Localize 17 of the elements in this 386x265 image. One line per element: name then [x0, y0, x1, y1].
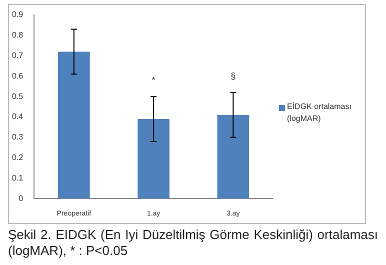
- legend-label: EİDGK ortalaması (logMAR): [287, 100, 352, 124]
- y-tick-label: 0.7: [12, 51, 24, 60]
- y-tick-label: 0.1: [12, 173, 24, 182]
- y-tick-label: 0.3: [12, 132, 24, 142]
- bar: [58, 52, 90, 199]
- annotation: *: [152, 75, 156, 86]
- y-tick-label: 0: [18, 194, 24, 203]
- y-tick-label: 0.2: [12, 153, 24, 162]
- text: Şekil 2. EIDGK (En Iyi Düzeltilmiş Görme Keskinliği) ortalaması (logMAR), * : P<0.05: [8, 227, 378, 259]
- bar: [138, 119, 170, 199]
- annotation: §: [230, 71, 236, 82]
- y-tick-label: 0.6: [12, 71, 24, 80]
- y-tick-label: 0.9: [12, 10, 24, 20]
- bar: [217, 114, 250, 199]
- y-tick-label: 0.4: [12, 112, 24, 122]
- y-tick-label: 0.5: [12, 92, 24, 101]
- y-tick-label: 0.8: [12, 30, 24, 40]
